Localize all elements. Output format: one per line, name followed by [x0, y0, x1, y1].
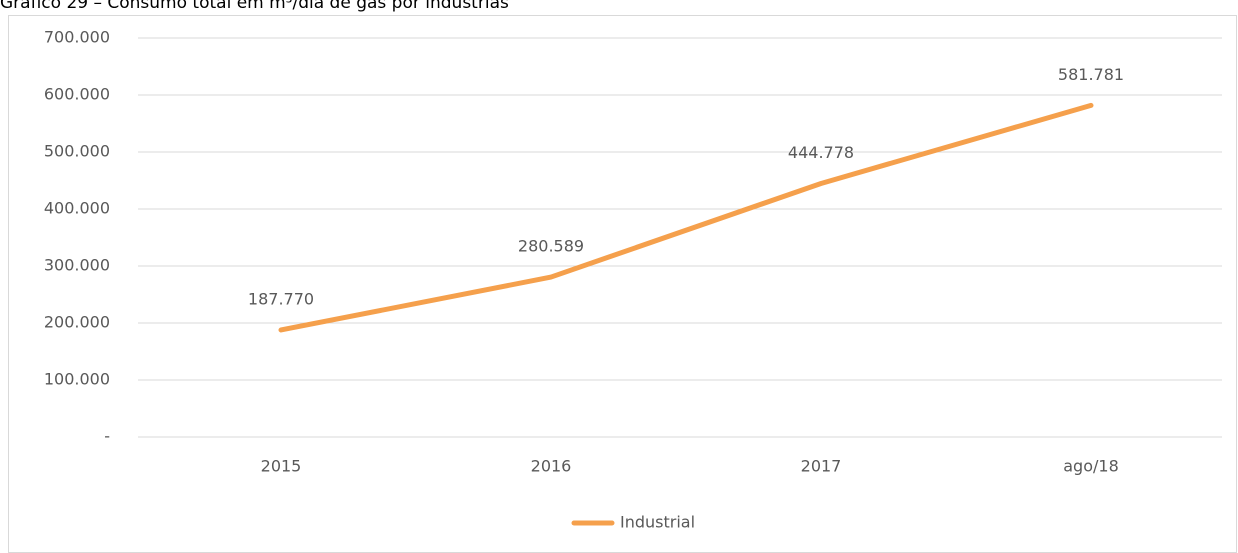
y-tick-label: 200.000 [44, 313, 110, 332]
y-tick-label: 700.000 [44, 28, 110, 47]
y-tick-label: 100.000 [44, 370, 110, 389]
chart-title: Gráfico 29 – Consumo total em m³/dia de … [0, 0, 509, 13]
data-label: 444.778 [788, 143, 854, 162]
data-label: 187.770 [248, 289, 314, 308]
y-tick-label: 300.000 [44, 256, 110, 275]
data-label: 581.781 [1058, 65, 1124, 84]
line [278, 102, 1094, 333]
x-tick-label: ago/18 [1063, 457, 1119, 476]
y-tick-label: - [104, 427, 110, 446]
x-tick-label: 2015 [261, 457, 302, 476]
chart-border [8, 15, 1237, 553]
y-tick-label: 400.000 [44, 199, 110, 218]
data-label: 280.589 [518, 237, 584, 256]
legend-label: Industrial [620, 513, 695, 532]
x-tick-label: 2016 [531, 457, 572, 476]
y-tick-label: 500.000 [44, 142, 110, 161]
x-tick-label: 2017 [801, 457, 842, 476]
y-tick-label: 600.000 [44, 85, 110, 104]
